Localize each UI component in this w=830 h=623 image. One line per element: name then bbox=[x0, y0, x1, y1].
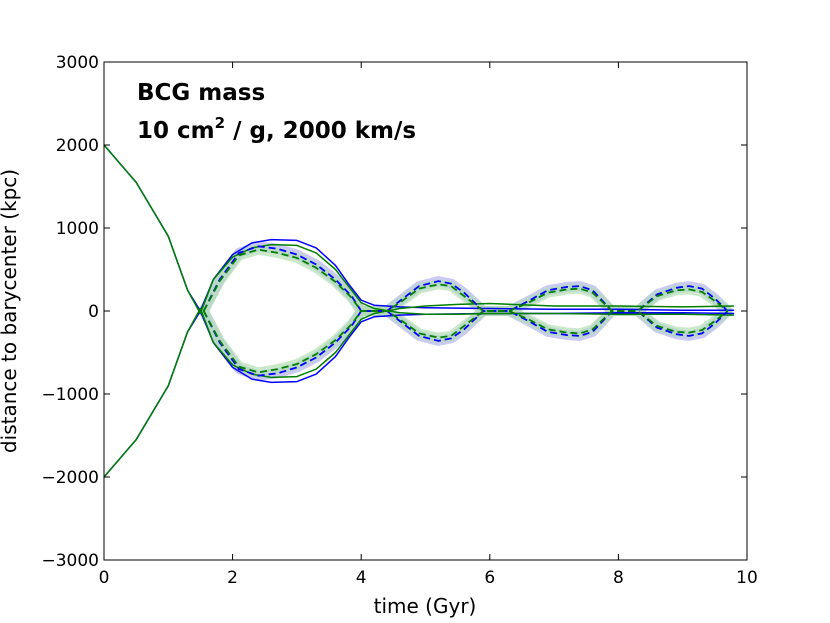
x-tick-label: 8 bbox=[613, 568, 624, 588]
y-tick-label: 1000 bbox=[56, 219, 99, 239]
chart-subtitle: 10 cm2 / g, 2000 km/s bbox=[137, 114, 416, 144]
series-blue-dashed-lower bbox=[202, 310, 729, 377]
x-axis-label: time (Gyr) bbox=[374, 594, 477, 618]
series-green-dashed-upper bbox=[202, 248, 729, 312]
subtitle-suffix: / g, 2000 km/s bbox=[225, 118, 416, 144]
x-tick-label: 4 bbox=[356, 568, 367, 588]
series-green-dashed-lower bbox=[202, 310, 729, 374]
series-blue-dashed-upper bbox=[202, 245, 729, 312]
x-tick-label: 0 bbox=[99, 568, 110, 588]
series-green-solid-lower bbox=[103, 302, 735, 478]
series-lines bbox=[103, 144, 735, 478]
chart-title: BCG mass bbox=[137, 80, 265, 106]
y-tick-label: −3000 bbox=[41, 551, 99, 571]
x-tick-label: 2 bbox=[227, 568, 238, 588]
y-axis: −3000 −2000 −1000 0 1000 2000 3000 bbox=[41, 53, 747, 571]
subtitle-prefix: 10 cm bbox=[137, 118, 215, 144]
y-tick-label: 3000 bbox=[56, 53, 99, 73]
y-tick-label: 2000 bbox=[56, 136, 99, 156]
y-tick-label: 0 bbox=[88, 302, 99, 322]
y-axis-label: distance to barycenter (kpc) bbox=[0, 169, 21, 453]
y-tick-label: −2000 bbox=[41, 468, 99, 488]
y-tick-label: −1000 bbox=[41, 385, 99, 405]
subtitle-superscript: 2 bbox=[215, 114, 225, 132]
x-tick-label: 6 bbox=[484, 568, 495, 588]
uncertainty-bands bbox=[198, 241, 733, 381]
series-green-solid-upper bbox=[103, 144, 735, 316]
x-tick-label: 10 bbox=[736, 568, 758, 588]
x-axis: 0 2 4 6 8 10 bbox=[99, 62, 758, 588]
